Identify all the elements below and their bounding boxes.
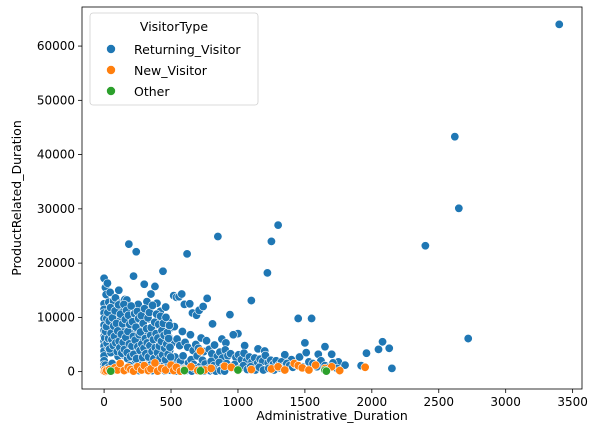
y-axis-label: ProductRelated_Duration	[9, 120, 24, 275]
returning-visitor-point	[464, 334, 472, 342]
new-visitor-point	[196, 347, 204, 355]
returning-visitor-point	[555, 20, 563, 28]
returning-visitor-point	[378, 338, 386, 346]
new-visitor-point	[247, 365, 255, 373]
x-tick-label: 3000	[490, 395, 521, 409]
other-point	[234, 366, 242, 374]
legend-title: VisitorType	[140, 19, 208, 34]
returning-visitor-point	[148, 301, 156, 309]
y-tick-label: 30000	[37, 202, 75, 216]
returning-visitor-point	[362, 349, 370, 357]
returning-visitor-point	[302, 348, 310, 356]
returning-visitor-point	[166, 343, 174, 351]
legend-marker-other	[107, 87, 116, 96]
returning-visitor-point	[186, 331, 194, 339]
other-point	[107, 367, 115, 375]
returning-visitor-point	[247, 296, 255, 304]
returning-visitor-point	[214, 232, 222, 240]
returning-visitor-point	[178, 327, 186, 335]
y-tick-label: 10000	[37, 310, 75, 324]
returning-visitor-point	[210, 341, 218, 349]
legend-label-new-visitor: New_Visitor	[134, 63, 208, 78]
new-visitor-point	[151, 359, 159, 367]
new-visitor-point	[361, 363, 369, 371]
x-tick-label: 1000	[223, 395, 254, 409]
returning-visitor-point	[451, 132, 459, 140]
returning-visitor-point	[129, 272, 137, 280]
returning-visitor-point	[327, 350, 335, 358]
returning-visitor-point	[115, 286, 123, 294]
returning-visitor-point	[388, 364, 396, 372]
returning-visitor-point	[301, 339, 309, 347]
returning-visitor-point	[183, 250, 191, 258]
y-tick-label: 0	[67, 365, 75, 379]
returning-visitor-point	[199, 302, 207, 310]
returning-visitor-point	[186, 300, 194, 308]
returning-visitor-point	[165, 321, 173, 329]
legend-label-other: Other	[134, 84, 170, 99]
legend-marker-new-visitor	[107, 66, 116, 75]
returning-visitor-point	[125, 240, 133, 248]
other-point	[196, 367, 204, 375]
returning-visitor-point	[455, 204, 463, 212]
returning-visitor-point	[208, 320, 216, 328]
returning-visitor-point	[240, 341, 248, 349]
x-tick-label: 2500	[423, 395, 454, 409]
legend: VisitorType Returning_Visitor New_Visitor…	[90, 13, 258, 105]
returning-visitor-point	[164, 334, 172, 342]
new-visitor-point	[281, 366, 289, 374]
returning-visitor-point	[226, 310, 234, 318]
x-tick-label: 3500	[557, 395, 588, 409]
returning-visitor-point	[374, 345, 382, 353]
returning-visitor-point	[385, 344, 393, 352]
x-tick-label: 1500	[290, 395, 321, 409]
other-point	[180, 366, 188, 374]
x-ticks: 0 500 1000 1500 2000 2500 3000 3500	[100, 389, 588, 409]
y-ticks: 0 10000 20000 30000 40000 50000 60000	[37, 39, 82, 379]
returning-visitor-point	[140, 280, 148, 288]
other-point	[322, 367, 330, 375]
returning-visitor-point	[103, 279, 111, 287]
y-tick-label: 40000	[37, 148, 75, 162]
returning-visitor-point	[321, 342, 329, 350]
returning-visitor-point	[263, 269, 271, 277]
returning-visitor-point	[294, 314, 302, 322]
x-tick-label: 500	[160, 395, 183, 409]
returning-visitor-point	[151, 282, 159, 290]
y-tick-label: 60000	[37, 39, 75, 53]
returning-visitor-point	[203, 294, 211, 302]
returning-visitor-point	[274, 221, 282, 229]
returning-visitor-point	[132, 248, 140, 256]
returning-visitor-point	[161, 303, 169, 311]
returning-visitor-point	[202, 337, 210, 345]
returning-visitor-point	[162, 313, 170, 321]
x-tick-label: 2000	[357, 395, 388, 409]
returning-visitor-point	[178, 290, 186, 298]
returning-visitor-point	[147, 290, 155, 298]
returning-visitor-point	[267, 237, 275, 245]
y-tick-label: 20000	[37, 256, 75, 270]
x-axis-label: Administrative_Duration	[256, 408, 408, 423]
legend-label-returning-visitor: Returning_Visitor	[134, 42, 241, 57]
y-tick-label: 50000	[37, 93, 75, 107]
returning-visitor-point	[421, 242, 429, 250]
new-visitor-point	[336, 366, 344, 374]
returning-visitor-point	[179, 352, 187, 360]
new-visitor-point	[311, 361, 319, 369]
legend-marker-returning-visitor	[107, 45, 116, 54]
x-tick-label: 0	[100, 395, 108, 409]
returning-visitor-point	[307, 314, 315, 322]
returning-visitor-point	[159, 267, 167, 275]
returning-visitor-point	[229, 331, 237, 339]
new-visitor-point	[207, 364, 215, 372]
returning-visitor-point	[167, 353, 175, 361]
